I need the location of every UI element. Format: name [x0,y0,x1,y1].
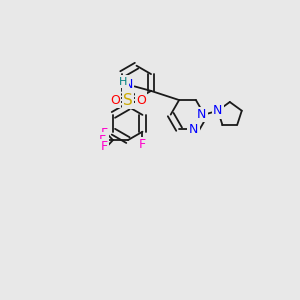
Text: N: N [197,108,207,121]
Text: O: O [110,94,120,107]
Text: O: O [136,94,146,107]
Text: N: N [123,78,133,92]
Text: N: N [189,123,198,136]
Text: F: F [139,138,146,151]
Text: S: S [123,93,133,108]
Text: H: H [119,76,127,87]
Text: F: F [100,140,107,153]
Text: F: F [100,127,107,140]
Text: F: F [99,134,106,147]
Text: N: N [213,104,223,117]
